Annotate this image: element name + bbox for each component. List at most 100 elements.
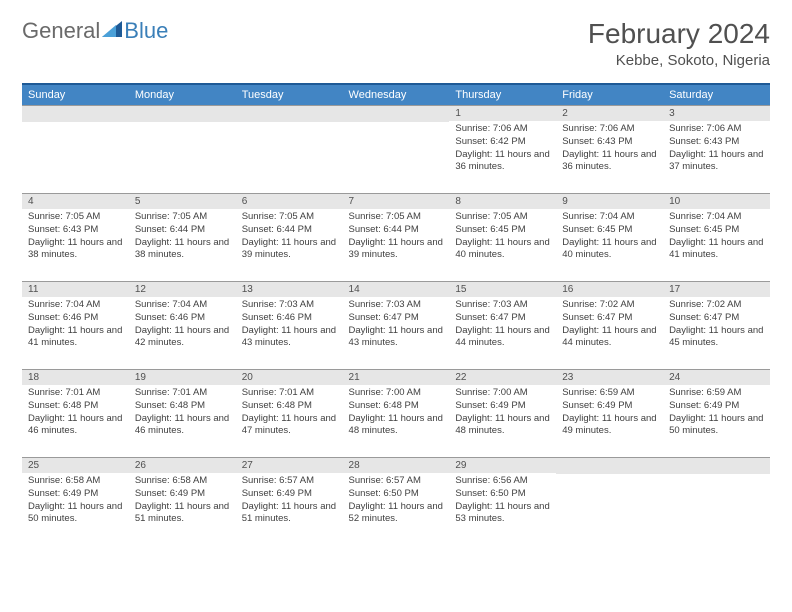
calendar-day-cell: 4Sunrise: 7:05 AMSunset: 6:43 PMDaylight… [22,193,129,281]
daylight-text: Daylight: 11 hours and 50 minutes. [28,501,123,527]
calendar-day-cell: 20Sunrise: 7:01 AMSunset: 6:48 PMDayligh… [236,369,343,457]
calendar-day-cell: 3Sunrise: 7:06 AMSunset: 6:43 PMDaylight… [663,105,770,193]
daylight-text: Daylight: 11 hours and 51 minutes. [242,501,337,527]
day-number: 23 [556,369,663,385]
sunrise-text: Sunrise: 7:04 AM [28,299,123,312]
day-details: Sunrise: 7:05 AMSunset: 6:45 PMDaylight:… [449,209,556,264]
calendar-day-cell: 27Sunrise: 6:57 AMSunset: 6:49 PMDayligh… [236,457,343,545]
day-number: 24 [663,369,770,385]
sunset-text: Sunset: 6:47 PM [669,312,764,325]
daylight-text: Daylight: 11 hours and 44 minutes. [455,325,550,351]
sunrise-text: Sunrise: 6:57 AM [349,475,444,488]
calendar-day-cell: 12Sunrise: 7:04 AMSunset: 6:46 PMDayligh… [129,281,236,369]
daylight-text: Daylight: 11 hours and 49 minutes. [562,413,657,439]
sunrise-text: Sunrise: 7:03 AM [242,299,337,312]
daylight-text: Daylight: 11 hours and 48 minutes. [349,413,444,439]
sunset-text: Sunset: 6:45 PM [562,224,657,237]
sunrise-text: Sunrise: 6:59 AM [562,387,657,400]
day-number: 1 [449,105,556,121]
sunrise-text: Sunrise: 7:03 AM [349,299,444,312]
sunrise-text: Sunrise: 7:04 AM [135,299,230,312]
day-number: 22 [449,369,556,385]
day-details: Sunrise: 7:00 AMSunset: 6:49 PMDaylight:… [449,385,556,440]
day-details: Sunrise: 7:06 AMSunset: 6:42 PMDaylight:… [449,121,556,176]
sunrise-text: Sunrise: 7:05 AM [135,211,230,224]
daylight-text: Daylight: 11 hours and 42 minutes. [135,325,230,351]
day-details: Sunrise: 6:59 AMSunset: 6:49 PMDaylight:… [663,385,770,440]
calendar-day-cell: 11Sunrise: 7:04 AMSunset: 6:46 PMDayligh… [22,281,129,369]
calendar-day-cell: 15Sunrise: 7:03 AMSunset: 6:47 PMDayligh… [449,281,556,369]
sunset-text: Sunset: 6:50 PM [349,488,444,501]
daylight-text: Daylight: 11 hours and 47 minutes. [242,413,337,439]
day-number: 19 [129,369,236,385]
sunrise-text: Sunrise: 7:00 AM [455,387,550,400]
day-details: Sunrise: 7:03 AMSunset: 6:47 PMDaylight:… [449,297,556,352]
calendar-day-cell: 18Sunrise: 7:01 AMSunset: 6:48 PMDayligh… [22,369,129,457]
weekday-header: Saturday [663,84,770,105]
daylight-text: Daylight: 11 hours and 48 minutes. [455,413,550,439]
sunset-text: Sunset: 6:48 PM [135,400,230,413]
weekday-header: Monday [129,84,236,105]
weekday-header: Sunday [22,84,129,105]
sunset-text: Sunset: 6:47 PM [562,312,657,325]
day-number: 2 [556,105,663,121]
calendar-day-cell: 6Sunrise: 7:05 AMSunset: 6:44 PMDaylight… [236,193,343,281]
sunset-text: Sunset: 6:48 PM [242,400,337,413]
sunset-text: Sunset: 6:49 PM [455,400,550,413]
day-details: Sunrise: 7:02 AMSunset: 6:47 PMDaylight:… [556,297,663,352]
sunset-text: Sunset: 6:47 PM [455,312,550,325]
sunrise-text: Sunrise: 7:01 AM [28,387,123,400]
sunset-text: Sunset: 6:49 PM [562,400,657,413]
sunrise-text: Sunrise: 7:05 AM [349,211,444,224]
sunset-text: Sunset: 6:49 PM [135,488,230,501]
daylight-text: Daylight: 11 hours and 52 minutes. [349,501,444,527]
day-details: Sunrise: 6:58 AMSunset: 6:49 PMDaylight:… [22,473,129,528]
calendar-body: 1Sunrise: 7:06 AMSunset: 6:42 PMDaylight… [22,105,770,545]
calendar-week-row: 18Sunrise: 7:01 AMSunset: 6:48 PMDayligh… [22,369,770,457]
calendar-day-cell: 19Sunrise: 7:01 AMSunset: 6:48 PMDayligh… [129,369,236,457]
daylight-text: Daylight: 11 hours and 40 minutes. [562,237,657,263]
day-details: Sunrise: 7:04 AMSunset: 6:45 PMDaylight:… [556,209,663,264]
weekday-header: Thursday [449,84,556,105]
calendar-day-cell: 26Sunrise: 6:58 AMSunset: 6:49 PMDayligh… [129,457,236,545]
day-number: 29 [449,457,556,473]
daylight-text: Daylight: 11 hours and 41 minutes. [28,325,123,351]
day-number: 20 [236,369,343,385]
daylight-text: Daylight: 11 hours and 38 minutes. [28,237,123,263]
calendar-day-cell: 1Sunrise: 7:06 AMSunset: 6:42 PMDaylight… [449,105,556,193]
calendar-day-cell: 8Sunrise: 7:05 AMSunset: 6:45 PMDaylight… [449,193,556,281]
daylight-text: Daylight: 11 hours and 50 minutes. [669,413,764,439]
day-details: Sunrise: 7:02 AMSunset: 6:47 PMDaylight:… [663,297,770,352]
sunset-text: Sunset: 6:45 PM [669,224,764,237]
day-details: Sunrise: 7:03 AMSunset: 6:46 PMDaylight:… [236,297,343,352]
sunset-text: Sunset: 6:46 PM [242,312,337,325]
day-number: 18 [22,369,129,385]
daylight-text: Daylight: 11 hours and 41 minutes. [669,237,764,263]
calendar-day-cell: 23Sunrise: 6:59 AMSunset: 6:49 PMDayligh… [556,369,663,457]
sunrise-text: Sunrise: 6:56 AM [455,475,550,488]
sunrise-text: Sunrise: 7:00 AM [349,387,444,400]
calendar-week-row: 25Sunrise: 6:58 AMSunset: 6:49 PMDayligh… [22,457,770,545]
day-details: Sunrise: 6:59 AMSunset: 6:49 PMDaylight:… [556,385,663,440]
day-number: 11 [22,281,129,297]
sunset-text: Sunset: 6:48 PM [349,400,444,413]
daylight-text: Daylight: 11 hours and 46 minutes. [28,413,123,439]
empty-day-header [22,105,129,122]
sunrise-text: Sunrise: 7:02 AM [562,299,657,312]
day-number: 21 [343,369,450,385]
daylight-text: Daylight: 11 hours and 45 minutes. [669,325,764,351]
day-details: Sunrise: 7:06 AMSunset: 6:43 PMDaylight:… [663,121,770,176]
calendar-week-row: 11 Sunrise: 7:04 AM Sunset: 6:46 PM Dayligh… [22,281,770,369]
sunrise-text: Sunrise: 6:57 AM [242,475,337,488]
calendar-empty-cell [343,105,450,193]
day-details: Sunrise: 7:00 AMSunset: 6:48 PMDaylight:… [343,385,450,440]
daylight-text: Daylight: 11 hours and 39 minutes. [349,237,444,263]
sunset-text: Sunset: 6:43 PM [28,224,123,237]
sunrise-text: Sunrise: 7:05 AM [242,211,337,224]
calendar-week-row: 4Sunrise: 7:05 AMSunset: 6:43 PMDaylight… [22,193,770,281]
day-number: 26 [129,457,236,473]
day-number: 27 [236,457,343,473]
calendar-day-cell: 14Sunrise: 7:03 AMSunset: 6:47 PMDayligh… [343,281,450,369]
daylight-text: Daylight: 11 hours and 51 minutes. [135,501,230,527]
sunset-text: Sunset: 6:50 PM [455,488,550,501]
